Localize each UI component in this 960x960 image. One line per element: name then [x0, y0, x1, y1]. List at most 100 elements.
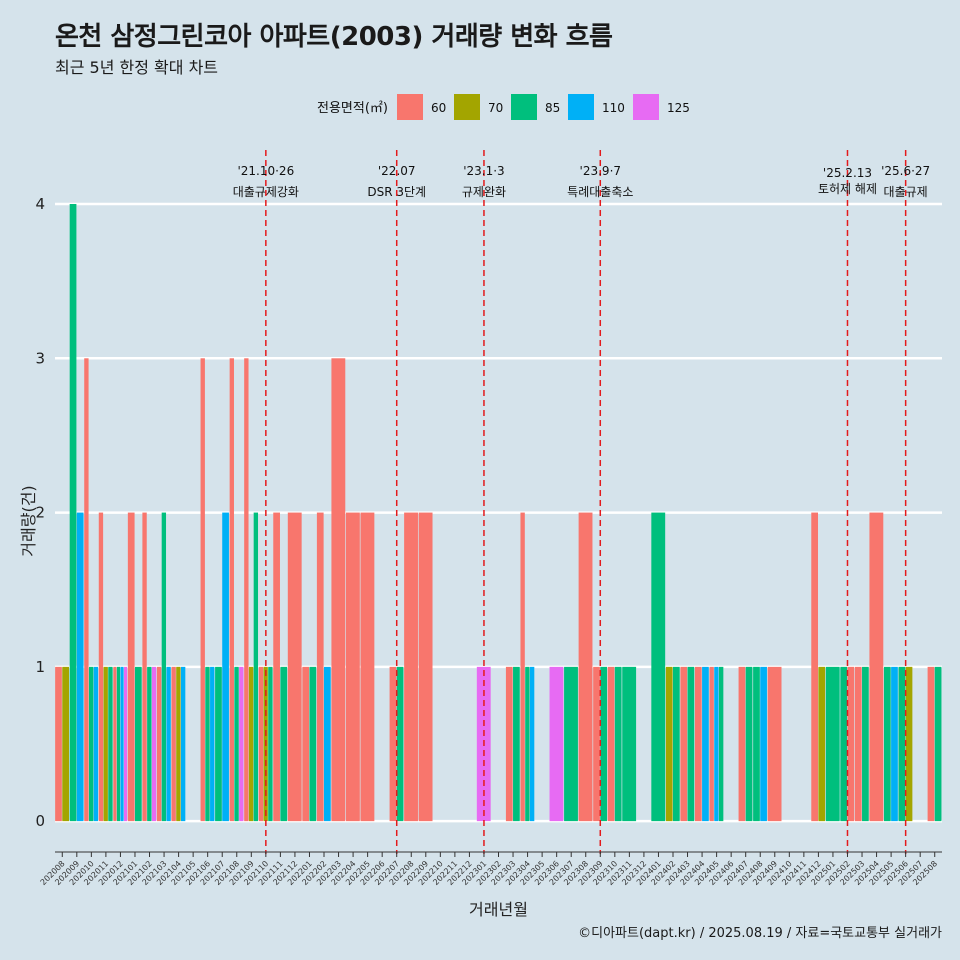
bar-202011-70 [103, 666, 108, 822]
bar-202304-85 [525, 666, 530, 822]
event-date-label: '25.2.13 [823, 166, 872, 180]
y-axis-title: 거래량(건) [19, 485, 38, 556]
bar-202503-85 [862, 666, 869, 822]
bar-202304-110 [529, 666, 535, 822]
y-tick-label: 1 [35, 658, 45, 676]
bar-202408-85 [753, 666, 760, 822]
bar-202201-60 [302, 666, 310, 822]
bar-202104-70 [176, 666, 181, 822]
bar-202108-60 [229, 358, 234, 822]
bar-202505-85 [883, 666, 891, 822]
event-name-label: DSR 3단계 [367, 185, 426, 199]
bar-202103-60 [156, 666, 162, 822]
y-tick-label: 4 [35, 195, 45, 213]
bar-202009-85 [69, 204, 77, 822]
event-name-label: 규제완화 [462, 185, 506, 199]
event-name-label: 대출규제 [884, 185, 928, 199]
bar-202112-60 [287, 512, 302, 822]
bar-202207-85 [396, 666, 404, 822]
bar-202502-60 [847, 666, 855, 822]
bar-202011-60 [98, 512, 104, 822]
bar-202412-60 [811, 512, 819, 822]
legend-swatch-70 [454, 94, 480, 120]
bar-202106-60 [200, 358, 205, 822]
bar-202107-110 [222, 512, 229, 822]
bar-202110-60 [258, 666, 264, 822]
legend-title: 전용면적(㎡) [317, 101, 388, 116]
bar-202104-110 [180, 666, 186, 822]
bar-202101-85 [134, 666, 142, 822]
bar-202102-125 [151, 666, 157, 822]
bar-202404-60 [694, 666, 702, 822]
bar-202308-60 [578, 512, 593, 822]
bar-202506-70 [905, 666, 913, 822]
chart-subtitle: 최근 5년 한정 확대 차트 [55, 58, 219, 77]
bar-202110-85 [268, 666, 273, 822]
bar-202010-85 [88, 666, 94, 822]
bar-202104-60 [171, 666, 176, 822]
bar-202403-85 [687, 666, 695, 822]
bar-202306-125 [549, 666, 564, 822]
chart-title: 온천 삼정그린코아 아파트(2003) 거래량 변화 흐름 [55, 22, 613, 52]
bar-202303-60 [505, 666, 513, 822]
bar-202108-85 [234, 666, 239, 822]
bar-202309-60 [593, 666, 600, 822]
bar-202404-110 [702, 666, 709, 822]
bar-202407-85 [745, 666, 753, 822]
bar-202307-85 [564, 666, 578, 822]
bar-202106-110 [210, 666, 215, 822]
bar-202504-60 [869, 512, 884, 822]
bar-202109-70 [248, 666, 254, 822]
x-axis-title: 거래년월 [469, 900, 528, 919]
bar-202503-60 [854, 666, 862, 822]
bar-202107-85 [215, 666, 222, 822]
bar-202408-110 [760, 666, 767, 822]
bar-202508-60 [927, 666, 935, 822]
bar-202108-125 [239, 666, 244, 822]
bar-202012-125 [123, 666, 128, 822]
event-name-label: 토허제 해제 [818, 182, 877, 196]
y-tick-label: 0 [35, 812, 45, 830]
bar-202102-85 [147, 666, 152, 822]
bar-202304-60 [520, 512, 525, 822]
bar-202202-110 [324, 666, 331, 822]
bar-202109-60 [244, 358, 249, 822]
chart-caption: ©디아파트(dapt.kr) / 2025.08.19 / 자료=국토교통부 실… [578, 926, 942, 941]
bar-202202-60 [316, 512, 324, 822]
bar-202402-70 [665, 666, 673, 822]
legend-label-60: 60 [431, 101, 446, 115]
bar-202011-85 [108, 666, 113, 822]
event-name-label: 대출규제강화 [233, 185, 299, 199]
bar-202501-85 [825, 666, 840, 822]
event-name-label: 특례대출축소 [567, 185, 633, 199]
bar-202010-60 [84, 358, 89, 822]
bar-202103-85 [161, 512, 167, 822]
bar-202401-85 [651, 512, 666, 822]
legend-label-125: 125 [667, 101, 690, 115]
legend-swatch-125 [633, 94, 659, 120]
bar-202508-85 [934, 666, 942, 822]
bar-202402-85 [672, 666, 680, 822]
bar-202207-60 [389, 666, 397, 822]
bar-202506-85 [898, 666, 906, 822]
bar-202111-85 [280, 666, 288, 822]
bar-202407-60 [738, 666, 746, 822]
bar-202012-85 [116, 666, 121, 822]
bar-202012-60 [113, 666, 117, 822]
bar-202409-60 [767, 666, 782, 822]
bar-202010-110 [93, 666, 99, 822]
bar-202203-60 [331, 358, 346, 822]
bar-202405-110 [714, 666, 719, 822]
bar-202505-110 [891, 666, 898, 822]
bar-202208-60 [404, 512, 418, 822]
event-date-label: '22.07 [378, 164, 416, 178]
bar-202310-60 [607, 666, 615, 822]
legend-label-85: 85 [545, 101, 560, 115]
bar-202412-70 [818, 666, 826, 822]
bar-202303-85 [513, 666, 520, 822]
bar-202502-85 [840, 666, 848, 822]
bar-202109-85 [253, 512, 259, 822]
bar-202205-60 [360, 512, 375, 822]
legend-swatch-110 [568, 94, 594, 120]
